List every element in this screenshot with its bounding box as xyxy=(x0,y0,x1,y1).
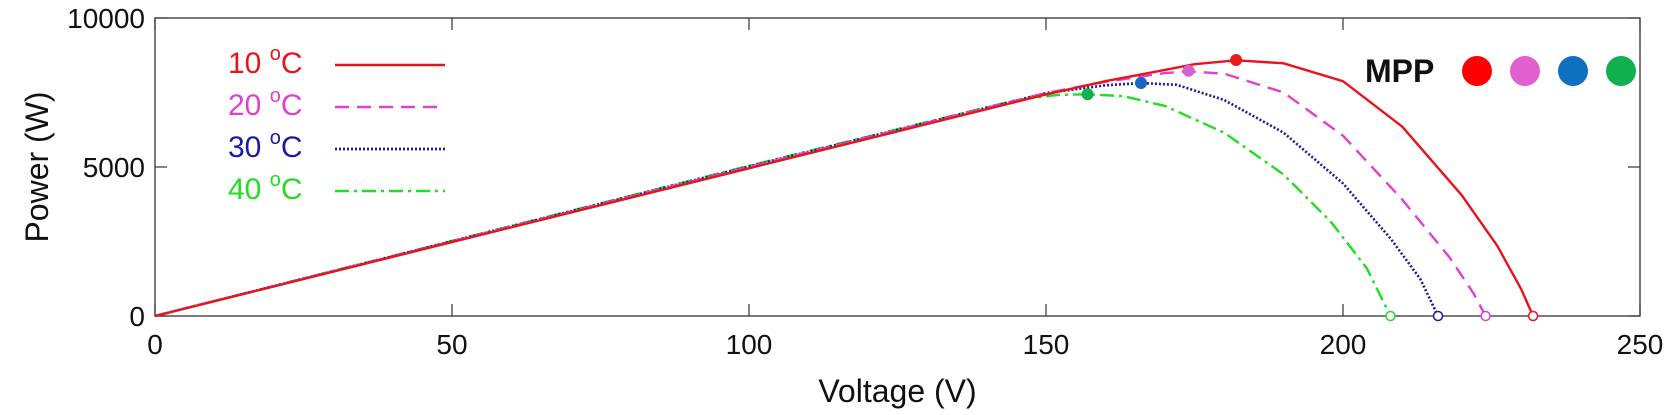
mpp-legend-dot xyxy=(1558,56,1588,86)
series-line-40 xyxy=(154,93,1392,318)
mpp-legend-dot xyxy=(1510,56,1540,86)
legend-label-30: 30 oC xyxy=(228,127,303,164)
x-tick-label: 100 xyxy=(726,329,773,360)
mpp-legend-dot xyxy=(1462,56,1492,86)
x-tick-label: 0 xyxy=(147,329,163,360)
mpp-legend-dot xyxy=(1606,56,1636,86)
mpp-legend-label: MPP xyxy=(1365,53,1434,89)
legend-unit: C xyxy=(281,173,303,206)
series-line-20 xyxy=(154,70,1487,318)
x-tick-label: 250 xyxy=(1617,329,1664,360)
mpp-marker-20 xyxy=(1182,64,1195,77)
series-line-30 xyxy=(154,81,1440,318)
legend-unit: C xyxy=(281,47,303,80)
y-tick-label: 0 xyxy=(129,301,145,332)
legend-unit-sup: o xyxy=(270,85,281,107)
legend-unit-sup: o xyxy=(270,127,281,149)
voc-marker-20 xyxy=(1480,310,1491,322)
x-tick-label: 50 xyxy=(436,329,467,360)
legend-label-10: 10 oC xyxy=(228,43,303,80)
y-axis-title: Power (W) xyxy=(19,91,55,242)
voc-marker-10 xyxy=(1527,310,1539,322)
series-line-10 xyxy=(154,59,1535,318)
legend-unit: C xyxy=(281,89,303,122)
x-tick-label: 150 xyxy=(1023,329,1070,360)
x-tick-label: 200 xyxy=(1320,329,1367,360)
legend-unit-sup: o xyxy=(270,169,281,191)
legend-label-40: 40 oC xyxy=(228,169,303,206)
mpp-marker-30 xyxy=(1135,76,1148,89)
voc-marker-40 xyxy=(1385,310,1396,322)
voc-marker-30 xyxy=(1432,310,1444,322)
legend-value: 30 xyxy=(228,131,270,164)
x-axis-title: Voltage (V) xyxy=(818,373,976,409)
legend-value: 10 xyxy=(228,47,270,80)
legend-unit: C xyxy=(281,131,303,164)
axes: 0 50 100 150 200 250 0 5000 10000 xyxy=(67,3,1663,360)
y-tick-label: 10000 xyxy=(67,3,145,34)
mpp-marker-10 xyxy=(1230,54,1243,67)
curves xyxy=(154,54,1539,322)
legend-label-20: 20 oC xyxy=(228,85,303,122)
legend-unit-sup: o xyxy=(270,43,281,65)
legend-value: 20 xyxy=(228,89,270,122)
mpp-marker-40 xyxy=(1081,88,1094,101)
legend-value: 40 xyxy=(228,173,270,206)
y-tick-label: 5000 xyxy=(83,152,145,183)
